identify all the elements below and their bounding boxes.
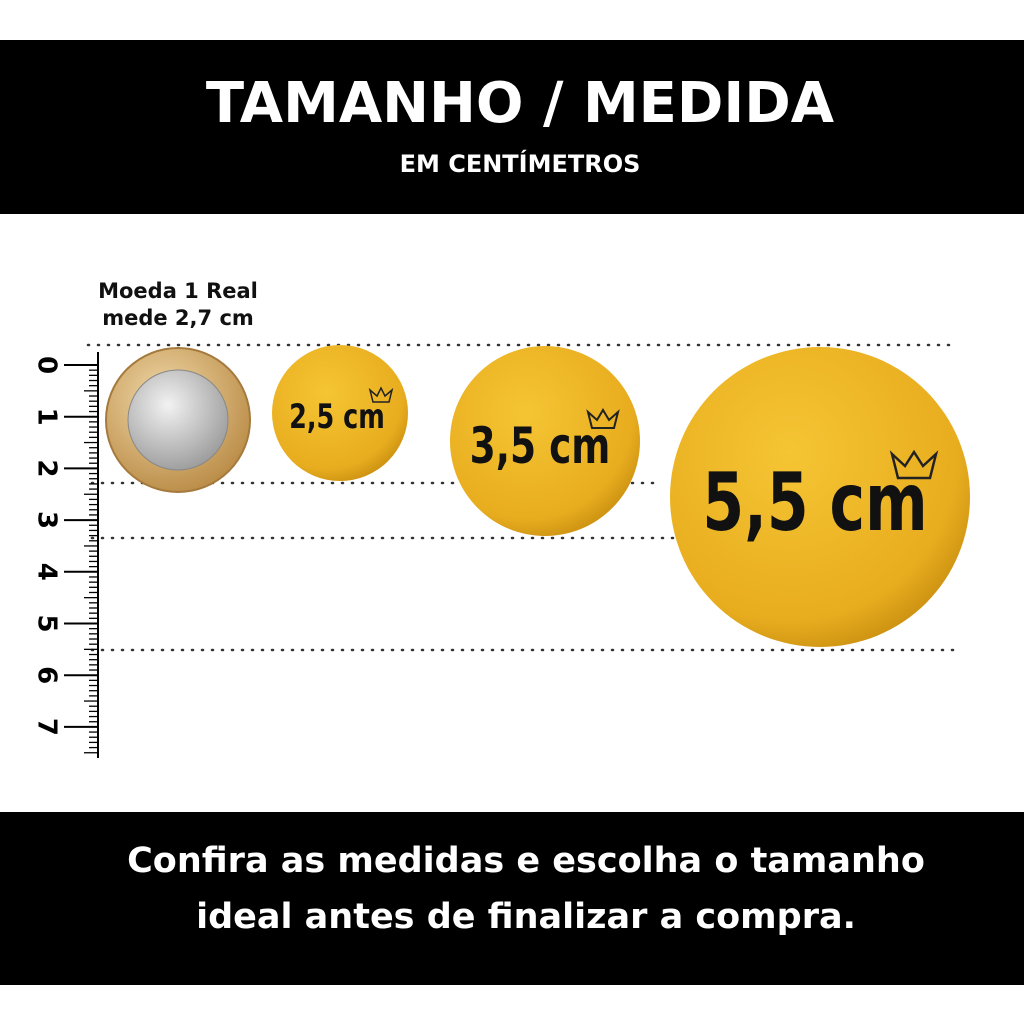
ruler-label: 6: [32, 666, 62, 684]
button-label: 5,5 cm: [702, 455, 927, 549]
crown: [368, 386, 394, 403]
button-small: 2,5 cm: [272, 345, 408, 481]
ruler-label: 5: [32, 614, 62, 632]
ruler: 0 1 2 3 4 5 6 7: [32, 352, 99, 758]
button-label: 3,5 cm: [470, 418, 611, 476]
button-circle: [670, 347, 970, 647]
header-band: [0, 40, 1024, 214]
footer-line: Confira as medidas e escolha o tamanho: [127, 841, 925, 881]
coin: [105, 347, 251, 493]
button-label: 2,5 cm: [289, 397, 385, 437]
coin-label: mede 2,7 cm: [102, 306, 254, 330]
subtitle: EM CENTÍMETROS: [400, 149, 641, 178]
coin-label: Moeda 1 Real: [98, 279, 258, 303]
crown: [586, 408, 620, 429]
footer-line: ideal antes de finalizar a compra.: [196, 897, 856, 937]
button-circle: [272, 345, 408, 481]
crown: [889, 449, 939, 480]
button-circle: [450, 346, 640, 536]
guide-lines: [86, 343, 962, 652]
ruler-label: 3: [32, 511, 62, 529]
ruler-label: 2: [32, 459, 62, 477]
ruler-label: 0: [32, 356, 62, 374]
ruler-label: 4: [32, 563, 62, 581]
button-medium: 3,5 cm: [450, 346, 640, 536]
ruler-label: 1: [32, 408, 62, 426]
title: TAMANHO / MEDIDA: [206, 71, 835, 136]
ruler-label: 7: [32, 718, 62, 736]
coin-center: [127, 369, 229, 471]
button-large: 5,5 cm: [670, 347, 970, 647]
footer-band: [0, 812, 1024, 985]
